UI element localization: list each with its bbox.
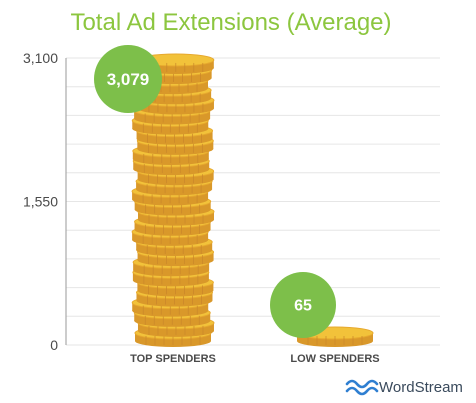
value-badge-circle (94, 45, 162, 113)
value-label: 65 (294, 298, 312, 315)
value-badge: 3,079 (94, 45, 162, 113)
y-tick-labels: 0 1,550 3,100 (23, 50, 58, 353)
brand-name: WordStream (379, 379, 463, 396)
wordstream-logo: WordStream (345, 379, 463, 396)
value-label: 3,079 (107, 70, 150, 89)
category-label: LOW SPENDERS (290, 353, 379, 365)
coin-stacks (131, 53, 374, 347)
chart-title: Total Ad Extensions (Average) (70, 9, 391, 36)
category-label: TOP SPENDERS (130, 353, 216, 365)
y-tick-label: 1,550 (23, 194, 58, 210)
y-tick-label: 3,100 (23, 50, 58, 66)
wordstream-waves-icon (345, 379, 379, 396)
category-labels: TOP SPENDERS LOW SPENDERS (130, 353, 380, 365)
value-badges: 3,079 65 (94, 45, 336, 338)
y-tick-label: 0 (50, 337, 58, 353)
value-badge-circle (270, 272, 336, 338)
value-badge: 65 (270, 272, 336, 338)
